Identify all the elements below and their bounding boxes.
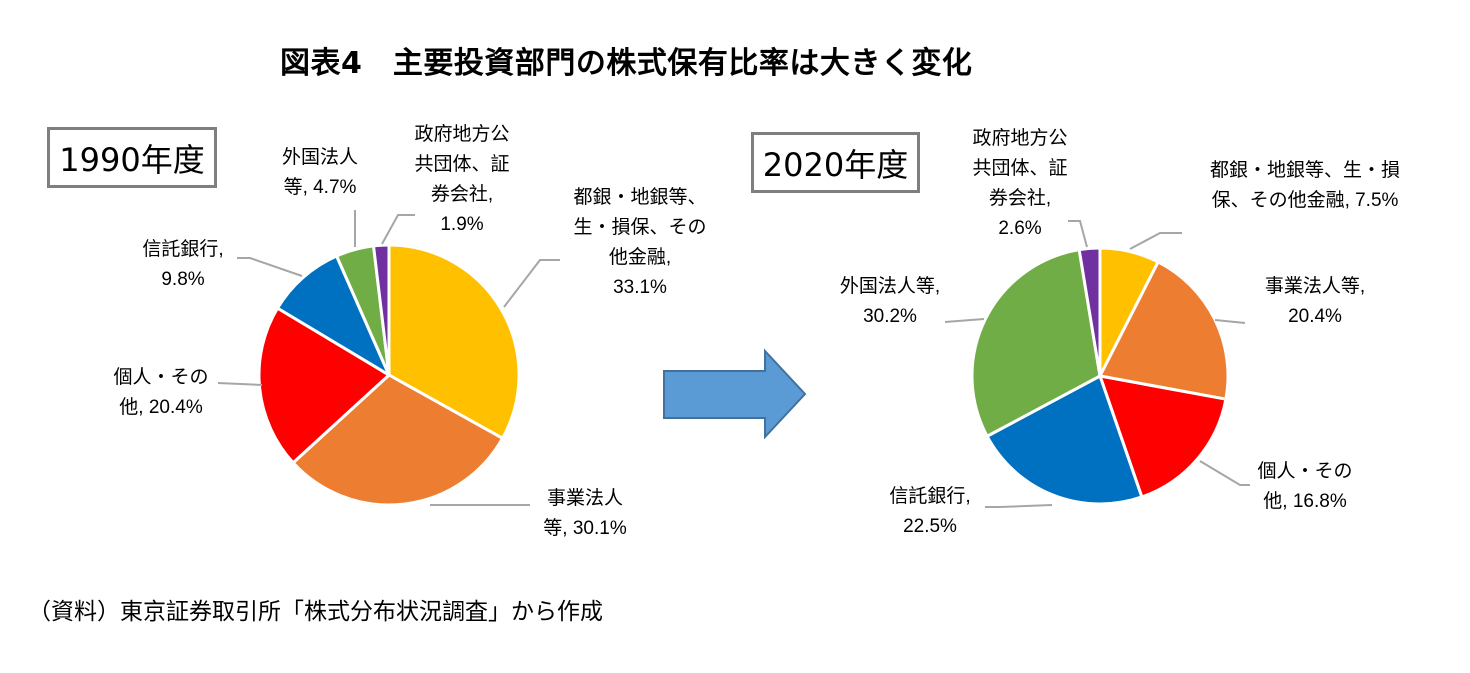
pie-slice-2020-trust-banks <box>985 374 1144 506</box>
pie-slice-1990-individuals <box>257 306 391 465</box>
arrow-right-icon <box>663 348 807 440</box>
year-label-2020: 2020年度 <box>762 145 909 184</box>
label-1990-business: 事業法人 等, 30.1% <box>543 488 627 539</box>
leader-lines-2020 <box>944 220 1250 508</box>
source-note: （資料）東京証券取引所「株式分布状況調査」から作成 <box>28 599 603 625</box>
label-1990-individuals: 個人・その 他, 20.4% <box>113 367 209 418</box>
pie-slice-2020-business-corps <box>1098 260 1230 401</box>
pie-slice-1990-banks-insurance <box>387 243 521 440</box>
label-1990-govt: 政府地方公 共団体、証 券会社, 1.9% <box>414 124 510 235</box>
year-label-1990: 1990年度 <box>59 140 205 179</box>
pie-chart-1990 <box>257 243 521 507</box>
label-1990-trust: 信託銀行, 9.8% <box>142 239 224 290</box>
year-box-2020: 2020年度 <box>751 132 920 193</box>
label-2020-business: 事業法人等, 20.4% <box>1264 276 1366 327</box>
leader-lines-1990 <box>217 210 560 506</box>
pie-chart-2020 <box>970 246 1230 506</box>
label-2020-individuals: 個人・その 他, 16.8% <box>1257 461 1353 512</box>
label-1990-foreign: 外国法人 等, 4.7% <box>281 147 358 198</box>
label-2020-foreign: 外国法人等, 30.2% <box>839 276 941 327</box>
chart-title: 図表4 主要投資部門の株式保有比率は大きく変化 <box>280 46 973 81</box>
pie-slice-2020-govt-securities <box>1077 246 1102 378</box>
pie-slice-1990-govt-securities <box>372 243 391 377</box>
year-box-1990: 1990年度 <box>47 127 217 188</box>
label-1990-banks: 都銀・地銀等、 生・損保、その 他金融, 33.1% <box>573 187 707 298</box>
pie-slice-1990-business-corps <box>291 373 505 507</box>
label-2020-trust: 信託銀行, 22.5% <box>889 486 971 537</box>
pie-slice-2020-foreigners <box>970 248 1102 438</box>
pie-slice-1990-trust-banks <box>276 254 391 377</box>
label-2020-govt: 政府地方公 共団体、証 券会社, 2.6% <box>972 128 1068 239</box>
label-2020-banks: 都銀・地銀等、生・損 保、その他金融, 7.5% <box>1209 160 1400 211</box>
